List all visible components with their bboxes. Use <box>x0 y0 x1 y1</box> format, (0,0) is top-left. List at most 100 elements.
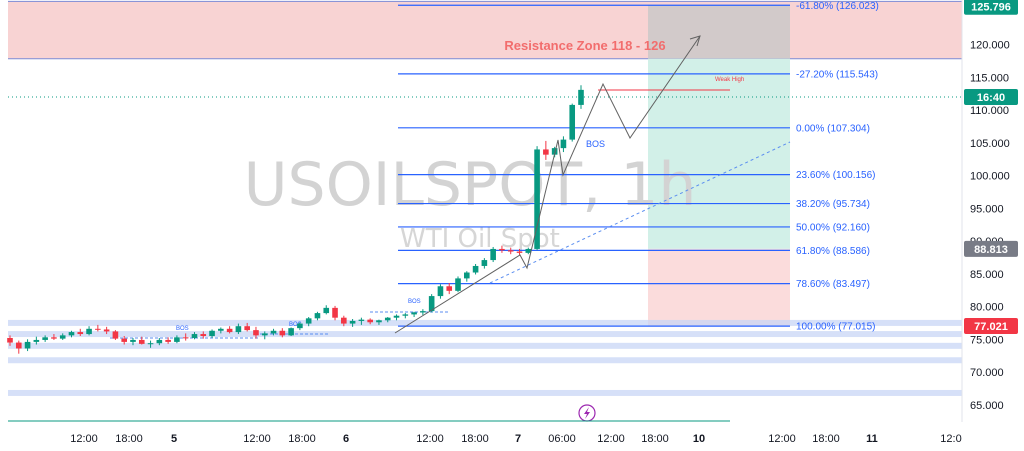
candle-body-44[interactable] <box>393 315 400 318</box>
y-tick-1: 70.000 <box>970 367 1004 379</box>
candle-body-51[interactable] <box>455 278 461 291</box>
candle-body-3[interactable] <box>33 339 40 342</box>
candle-body-58[interactable] <box>516 251 523 253</box>
candle-body-24[interactable] <box>218 328 224 331</box>
x-tick-16: 12:0 <box>940 433 961 445</box>
candle-body-11[interactable] <box>103 329 110 332</box>
candle-body-36[interactable] <box>323 307 330 314</box>
bos-main-label: BOS <box>586 139 605 149</box>
candle-body-29[interactable] <box>261 333 268 336</box>
candle-body-26[interactable] <box>235 326 242 333</box>
y-tick-2: 75.000 <box>970 334 1004 346</box>
position-loss-zone[interactable] <box>648 248 790 327</box>
candle-body-19[interactable] <box>174 337 180 342</box>
candle-body-60[interactable] <box>534 149 540 249</box>
candle-body-61[interactable] <box>543 149 549 155</box>
candle-body-18[interactable] <box>165 339 171 342</box>
candle-body-1[interactable] <box>15 342 22 349</box>
candle-body-41[interactable] <box>367 319 373 323</box>
candle-body-31[interactable] <box>279 330 286 336</box>
x-tick-3: 12:00 <box>243 433 271 445</box>
support-bands <box>8 319 962 396</box>
support-band-1 <box>8 319 962 326</box>
candle-body-22[interactable] <box>200 334 207 337</box>
candle-body-57[interactable] <box>507 250 514 252</box>
candle-body-42[interactable] <box>376 320 382 323</box>
x-tick-1: 18:00 <box>115 433 143 445</box>
candle-body-38[interactable] <box>341 317 347 324</box>
dotted-trendline[interactable] <box>489 141 791 284</box>
candle-body-64[interactable] <box>569 104 576 140</box>
lightning-icon[interactable] <box>578 404 596 422</box>
projection-path[interactable] <box>394 35 701 334</box>
bos-small-label-3: BOS <box>408 299 421 305</box>
candle-body-45[interactable] <box>402 314 409 316</box>
candle-body-10[interactable] <box>95 328 101 330</box>
candle-body-23[interactable] <box>209 330 215 337</box>
candle-body-53[interactable] <box>472 265 479 273</box>
x-tick-8: 7 <box>515 433 521 445</box>
candle-body-56[interactable] <box>499 248 505 251</box>
price-badge-text-1: 16:40 <box>977 92 1005 104</box>
candle-body-50[interactable] <box>446 286 453 291</box>
candle-body-9[interactable] <box>86 328 92 335</box>
price-axis[interactable]: 65.00070.00075.00080.00085.00090.00095.0… <box>970 40 1010 412</box>
fib-label-8: 100.00% (77.015) <box>796 322 876 333</box>
candle-body-28[interactable] <box>253 330 259 336</box>
candle-body-49[interactable] <box>437 286 444 297</box>
candle-body-0[interactable] <box>7 337 13 343</box>
resistance-zone-label: Resistance Zone 118 - 126 <box>504 38 665 53</box>
time-axis[interactable]: 12:00 18:00 5 12:00 18:00 6 12:00 18:00 7 06:00 12… <box>70 433 961 445</box>
fibonacci-levels[interactable]: -61.80% (126.023) -27.20% (115.543) 0.00% … <box>398 1 879 333</box>
x-tick-12: 10 <box>693 433 705 445</box>
candle-body-63[interactable] <box>560 139 567 149</box>
candle-body-20[interactable] <box>182 337 189 339</box>
price-badges: 125.796 16:40 88.813 77.021 <box>964 0 1018 335</box>
candle-body-4[interactable] <box>42 337 48 340</box>
candle-body-55[interactable] <box>490 248 496 261</box>
y-tick-10: 115.000 <box>970 72 1009 84</box>
price-badge-1 <box>964 89 1018 106</box>
candle-body-8[interactable] <box>77 332 84 335</box>
candle-body-59[interactable] <box>525 248 532 253</box>
candle-body-48[interactable] <box>428 296 435 312</box>
candle-body-62[interactable] <box>551 148 558 155</box>
candle-body-14[interactable] <box>130 339 136 342</box>
candle-body-21[interactable] <box>191 334 198 338</box>
y-tick-6: 95.000 <box>970 203 1004 215</box>
y-tick-4: 85.000 <box>970 269 1004 281</box>
candlestick-series[interactable] <box>7 85 584 354</box>
candle-body-6[interactable] <box>59 335 66 339</box>
candle-body-47[interactable] <box>420 311 426 313</box>
candle-body-25[interactable] <box>226 328 233 333</box>
candle-body-54[interactable] <box>481 260 488 266</box>
candle-body-17[interactable] <box>156 339 163 344</box>
candle-body-39[interactable] <box>349 320 356 324</box>
candle-body-33[interactable] <box>297 323 303 329</box>
candle-body-13[interactable] <box>121 338 127 342</box>
x-tick-7: 18:00 <box>461 433 489 445</box>
x-tick-6: 12:00 <box>416 433 444 445</box>
candle-body-35[interactable] <box>314 313 321 319</box>
candle-body-46[interactable] <box>411 312 417 315</box>
candle-body-27[interactable] <box>244 326 250 331</box>
candle-body-7[interactable] <box>68 332 75 336</box>
x-tick-5: 6 <box>343 433 349 445</box>
candle-body-52[interactable] <box>464 272 470 279</box>
candle-body-34[interactable] <box>305 318 312 324</box>
candle-body-40[interactable] <box>358 319 365 321</box>
y-tick-3: 80.000 <box>970 302 1004 314</box>
y-tick-11: 120.000 <box>970 40 1010 52</box>
candle-body-5[interactable] <box>51 337 57 339</box>
candle-body-12[interactable] <box>112 331 119 339</box>
candle-body-32[interactable] <box>288 328 294 336</box>
candle-body-65[interactable] <box>578 89 584 105</box>
candle-body-37[interactable] <box>332 307 338 318</box>
candle-body-15[interactable] <box>138 339 145 344</box>
candle-body-43[interactable] <box>384 317 391 321</box>
candle-body-30[interactable] <box>270 330 277 334</box>
candle-body-16[interactable] <box>147 343 154 345</box>
fib-label-0: -61.80% (126.023) <box>796 1 879 12</box>
candle-body-2[interactable] <box>24 341 31 349</box>
